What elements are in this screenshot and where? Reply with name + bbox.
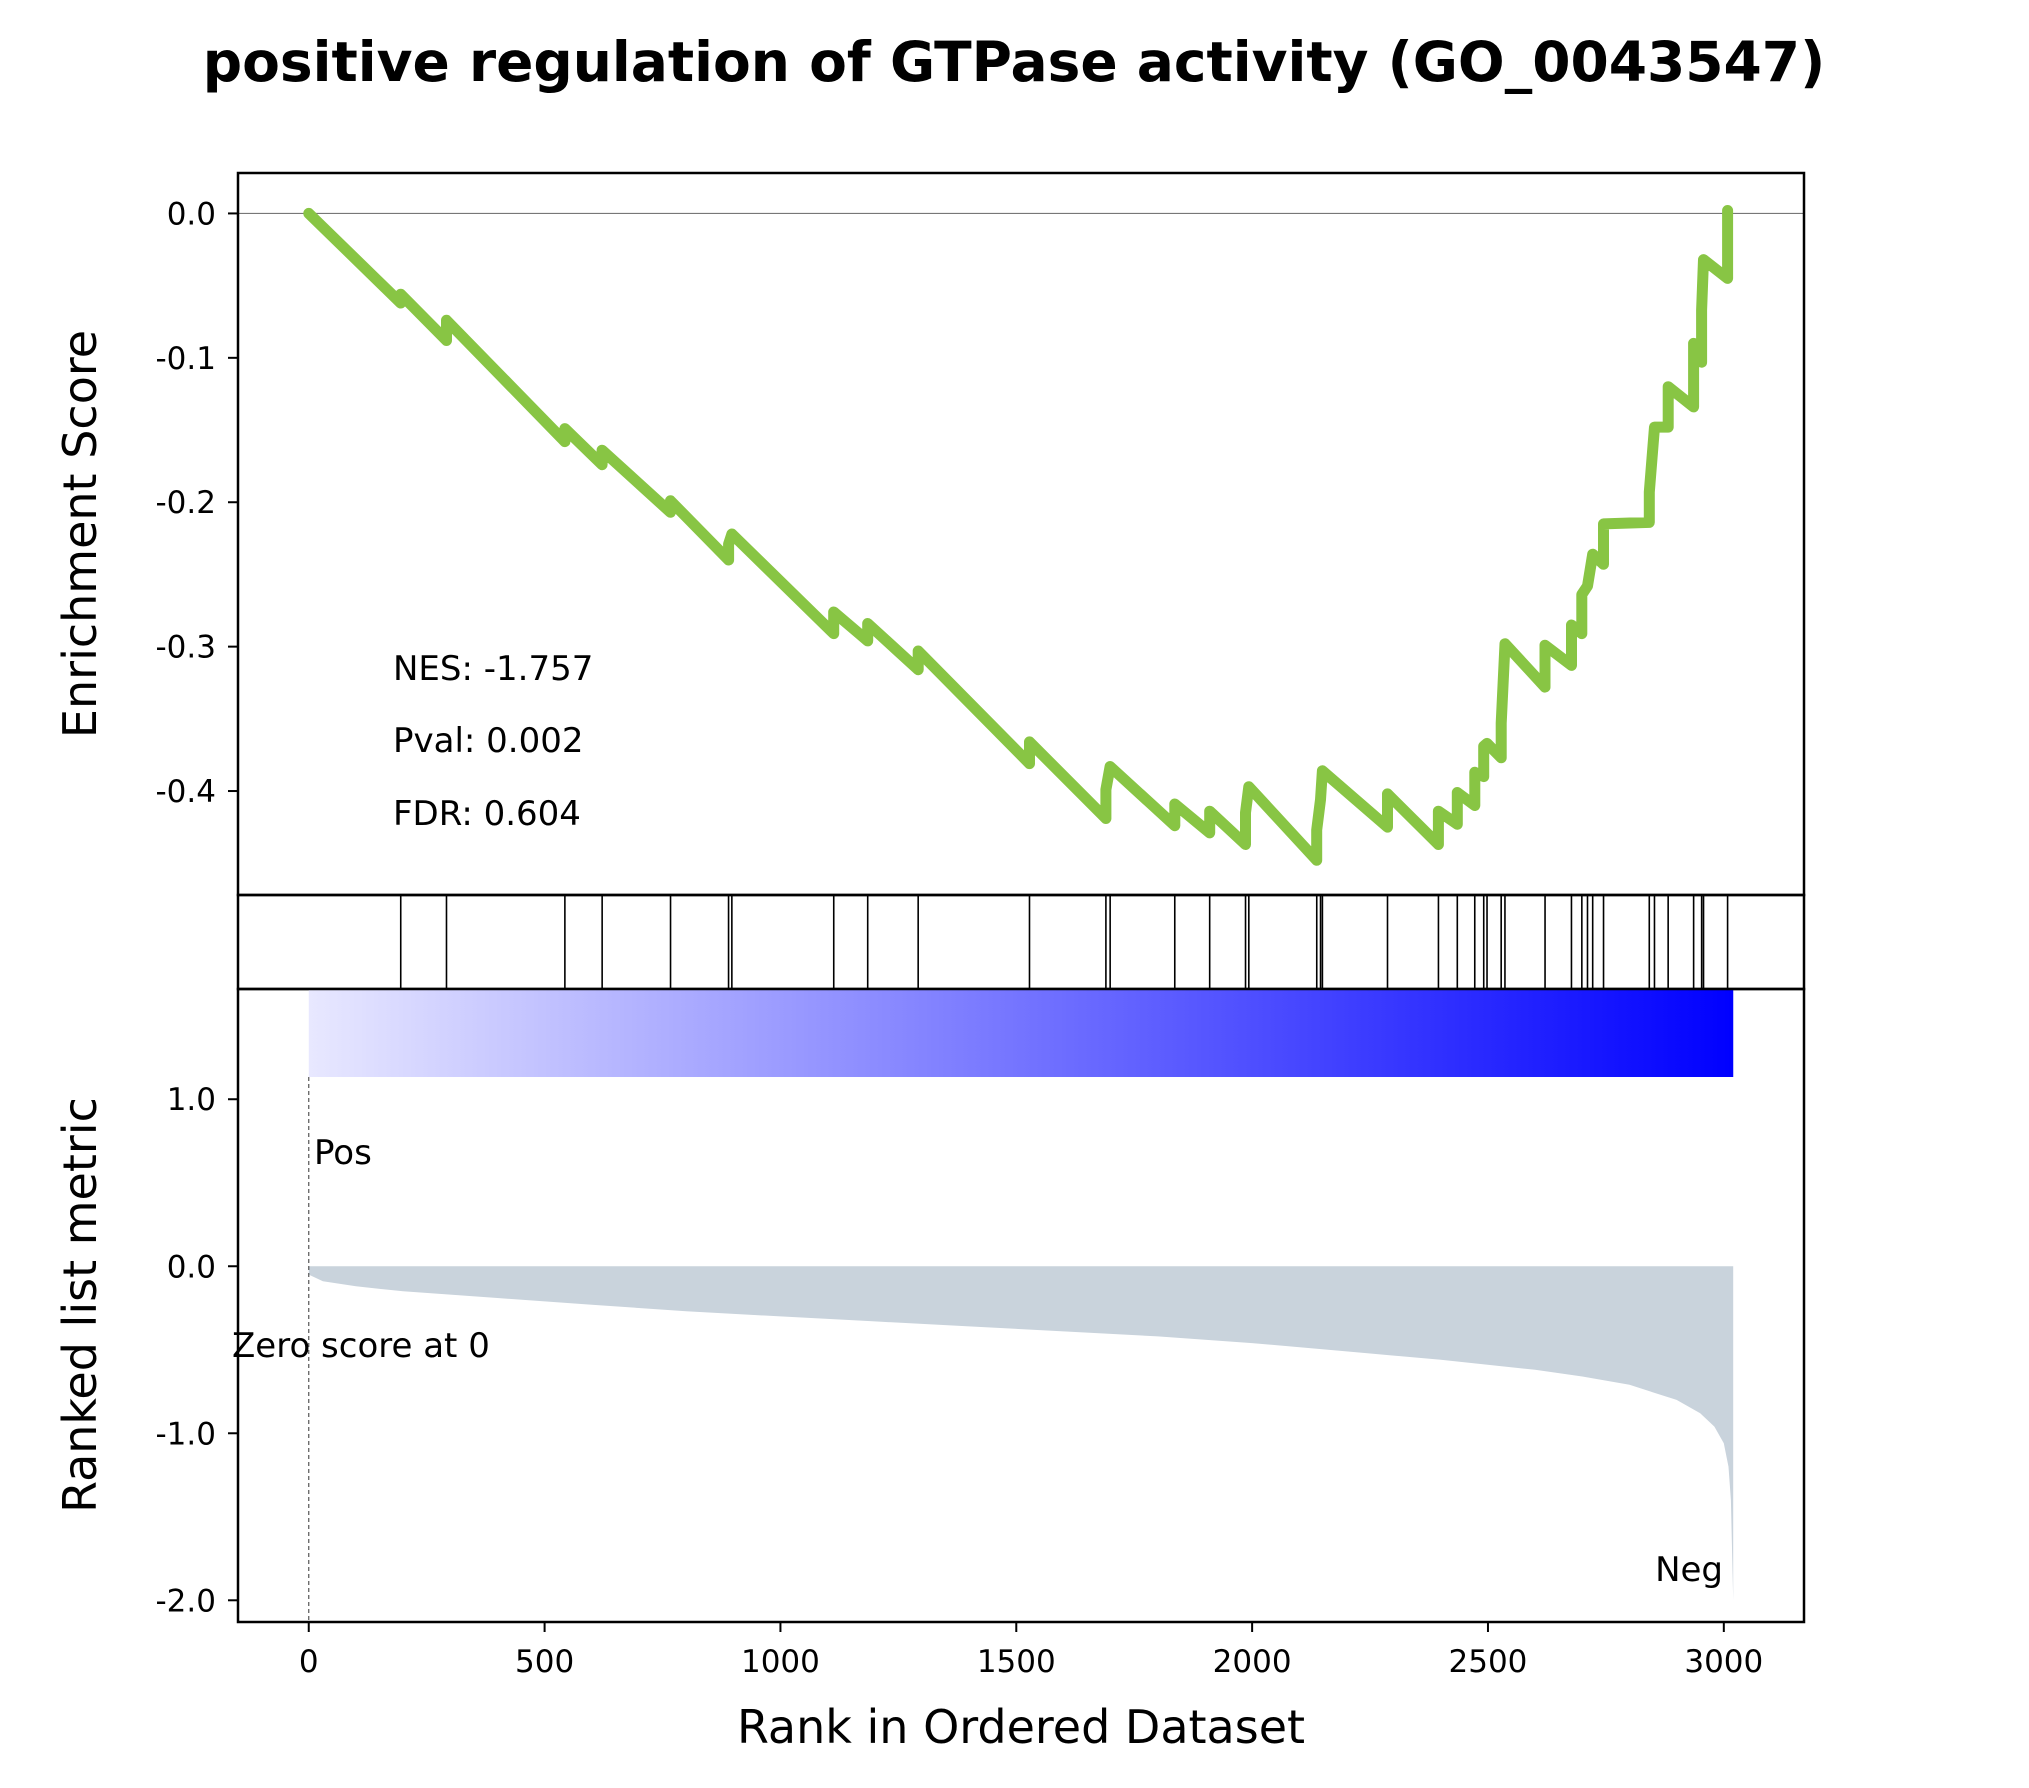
- stat-fdr: FDR: 0.604: [393, 794, 581, 834]
- metric-ytick-label: -1.0: [156, 1416, 217, 1452]
- es-ytick-label: -0.4: [156, 774, 217, 810]
- chart-title: positive regulation of GTPase activity (…: [203, 30, 1825, 94]
- zero-score-label: Zero score at 0: [232, 1326, 490, 1366]
- ranked-metric-area: [308, 1266, 1734, 1601]
- es-ytick-label: -0.3: [156, 630, 217, 666]
- hit-barcode-panel: [236, 893, 1806, 991]
- metric-ylabel: Ranked list metric: [53, 1097, 107, 1513]
- xtick-label: 0: [299, 1644, 319, 1680]
- es-ylabel: Enrichment Score: [53, 330, 107, 738]
- metric-ytick-label: -2.0: [156, 1583, 217, 1619]
- xtick-label: 2000: [1213, 1644, 1292, 1680]
- enrichment-panel: 0.0 -0.1 -0.2 -0.3 -0.4 Enrichment Score NES…: [53, 171, 1806, 897]
- es-ytick-label: 0.0: [167, 196, 216, 232]
- neg-label: Neg: [1655, 1550, 1723, 1590]
- barcode-frame: [236, 893, 1806, 991]
- pos-label: Pos: [314, 1133, 372, 1173]
- stat-pval: Pval: 0.002: [393, 721, 584, 761]
- stat-nes: NES: -1.757: [393, 649, 593, 689]
- xtick-label: 3000: [1684, 1644, 1763, 1680]
- ranked-metric-panel: Zero score at 0 Pos Neg 1.0 0.0 -1.0 -2.0 0…: [53, 987, 1806, 1754]
- es-ytick-label: -0.2: [156, 485, 217, 521]
- metric-ytick-label: 0.0: [167, 1249, 216, 1285]
- metric-xlabel: Rank in Ordered Dataset: [737, 1700, 1305, 1754]
- xtick-label: 500: [515, 1644, 574, 1680]
- rank-gradient-bar: [308, 989, 1734, 1077]
- xtick-label: 2500: [1449, 1644, 1528, 1680]
- enrichment-plot-frame: [236, 171, 1806, 897]
- metric-plot-frame: [236, 987, 1806, 1624]
- es-curve: [303, 205, 1734, 866]
- metric-ytick-label: 1.0: [167, 1082, 216, 1118]
- xtick-label: 1500: [977, 1644, 1056, 1680]
- es-ytick-label: -0.1: [156, 341, 217, 377]
- xtick-label: 1000: [741, 1644, 820, 1680]
